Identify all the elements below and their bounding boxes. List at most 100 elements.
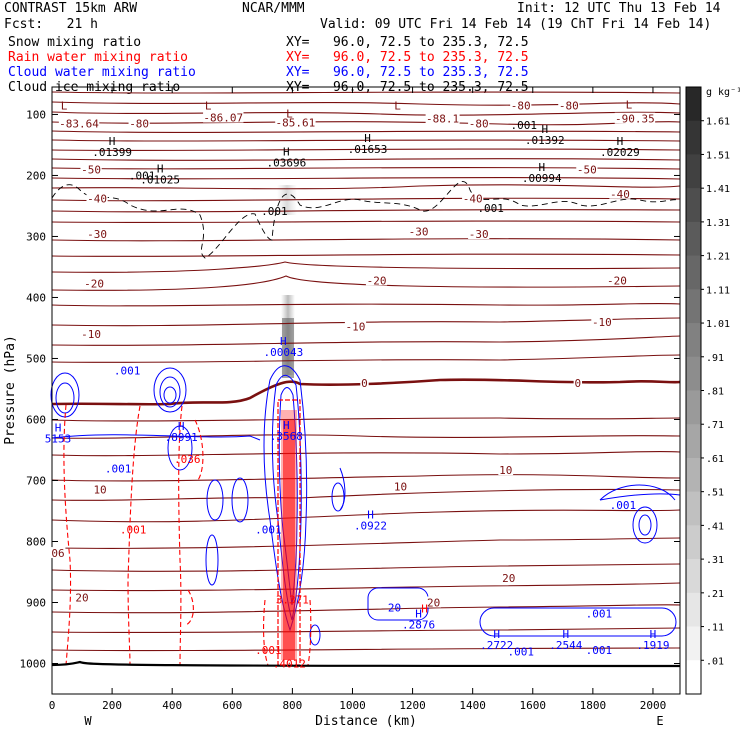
- temperature-label-bg: [468, 117, 490, 129]
- extremum-letter: H: [283, 419, 290, 432]
- temperature-label-bg: [425, 112, 460, 124]
- temperature-label-bg: [83, 277, 105, 289]
- y-tick-label: 900: [26, 596, 46, 609]
- colorbar-label: 1.31: [706, 218, 730, 229]
- colorbar-label: 1.11: [706, 285, 730, 296]
- mixing-ratio-label: .001: [255, 523, 282, 536]
- extremum-letter: H: [157, 162, 164, 175]
- temperature-label: -40: [610, 188, 630, 201]
- colorbar-swatch: [686, 390, 701, 425]
- extremum-value: .02029: [600, 146, 640, 159]
- colorbar-label: 1.61: [706, 117, 730, 128]
- field-name-cloud-water: Cloud water mixing ratio: [8, 65, 196, 80]
- temperature-label: -80: [559, 99, 579, 112]
- temperature-label: -80: [469, 118, 489, 131]
- extremum-letter: H: [538, 161, 545, 174]
- field-xy-snow: XY= 96.0, 72.5 to 235.3, 72.5: [286, 35, 529, 50]
- colorbar-swatch: [686, 424, 701, 459]
- colorbar-unit: g kg⁻¹: [706, 87, 740, 98]
- temperature-label: -83.64: [59, 118, 99, 131]
- rain-water-contours: [63, 404, 312, 666]
- temperature-label: -20: [367, 274, 387, 287]
- extremum-letter: H: [563, 628, 570, 641]
- mixing-ratio-label: 3.371: [276, 593, 309, 606]
- colorbar-label: .21: [706, 589, 724, 600]
- temperature-label-bg: [573, 376, 583, 388]
- mixing-ratio-label: .001: [477, 202, 504, 215]
- mixing-ratio-label: .001: [586, 607, 613, 620]
- extremum-value: .03696: [266, 156, 306, 169]
- colorbar-swatch: [686, 289, 701, 324]
- temperature-label-bg: [393, 480, 408, 492]
- temperature-label-bg: [128, 117, 150, 129]
- extremum-letter: H: [541, 123, 548, 136]
- temperature-label-bg: [86, 192, 108, 204]
- y-tick-label: 700: [26, 474, 46, 487]
- extremum-letter: H: [415, 608, 422, 621]
- mixing-ratio-label: .001: [507, 645, 534, 658]
- mixing-ratio-label: .001: [105, 462, 132, 475]
- extremum-letter: H: [617, 135, 624, 148]
- extremum-value: .3568: [270, 430, 303, 443]
- y-axis-title: Pressure (hPa): [3, 335, 18, 445]
- temperature-label-bg: [606, 274, 628, 286]
- extremum-letter: L: [626, 98, 633, 111]
- colorbar-label: .51: [706, 488, 724, 499]
- x-tick-label: 1200: [399, 699, 426, 712]
- colorbar-label: .61: [706, 454, 724, 465]
- temperature-label-bg: [86, 228, 108, 240]
- colorbar-swatch: [686, 592, 701, 628]
- colorbar-swatch: [686, 255, 701, 290]
- extremum-value: .1919: [636, 639, 669, 652]
- temperature-label-bg: [498, 464, 514, 476]
- colorbar-swatch: [686, 221, 701, 257]
- temperature-label: -88.1: [426, 113, 459, 126]
- temperature-label: 0: [575, 377, 582, 390]
- temperature-label-bg: [344, 320, 367, 332]
- temperature-label-bg: [275, 116, 316, 128]
- temperature-label-bg: [468, 228, 490, 240]
- y-tick-label: 600: [26, 413, 46, 426]
- temperature-label-bg: [576, 163, 598, 175]
- extremum-letter: H: [280, 335, 287, 348]
- plot-frame: [51, 86, 681, 695]
- temperature-label-bg: [510, 99, 532, 111]
- temperature-label-bg: [58, 117, 100, 129]
- mixing-ratio-label: H: [421, 603, 428, 616]
- extremum-value: .00043: [263, 346, 303, 359]
- mixing-ratio-label: .001: [129, 169, 156, 182]
- mixing-ratio-label: .001: [586, 644, 613, 657]
- temperature-label-bg: [426, 596, 442, 608]
- temperature-label: -80: [129, 118, 149, 131]
- colorbar-label: .81: [706, 387, 724, 398]
- extremum-letter: L: [286, 108, 293, 121]
- colorbar-swatch: [686, 323, 701, 358]
- extremum-letter: L: [205, 100, 212, 113]
- colorbar-label: 1.01: [706, 319, 730, 330]
- colorbar-label: 1.51: [706, 150, 730, 161]
- mixing-ratio-label: .001: [261, 205, 288, 218]
- colorbar-swatch: [686, 660, 701, 695]
- temperature-label: 0: [361, 377, 368, 390]
- mixing-ratio-label: .001: [114, 365, 141, 378]
- temperature-label-bg: [50, 547, 66, 559]
- x-axis-title: Distance (km): [315, 714, 417, 729]
- temperature-label: -10: [592, 316, 612, 329]
- mixing-ratio-label: 20: [388, 601, 401, 614]
- extremum-letter: H: [650, 628, 657, 641]
- colorbar-swatch: [686, 356, 701, 391]
- x-tick-label: 1800: [580, 699, 607, 712]
- x-tick-label: 200: [102, 699, 122, 712]
- axes: 0 200 400 600 800 1000 1200 1400 1600 1800 2000100…: [20, 87, 680, 712]
- x-tick-label: 1000: [339, 699, 366, 712]
- y-tick-label: 300: [26, 230, 46, 243]
- cloud-ice-contour: [51, 181, 681, 259]
- contour-labels: -83.64 -80 -86.07 -85.61 -88.1 -80 -80 -80 -90.3…: [45, 98, 670, 670]
- x-tick-label: 800: [282, 699, 302, 712]
- temperature-label: 20: [75, 592, 88, 605]
- extremum-value: .01399: [92, 146, 132, 159]
- x-tick-label: 1600: [520, 699, 547, 712]
- x-tick-label: 0: [49, 699, 56, 712]
- temperature-label: 10: [394, 481, 407, 494]
- colorbar-swatch: [686, 154, 701, 189]
